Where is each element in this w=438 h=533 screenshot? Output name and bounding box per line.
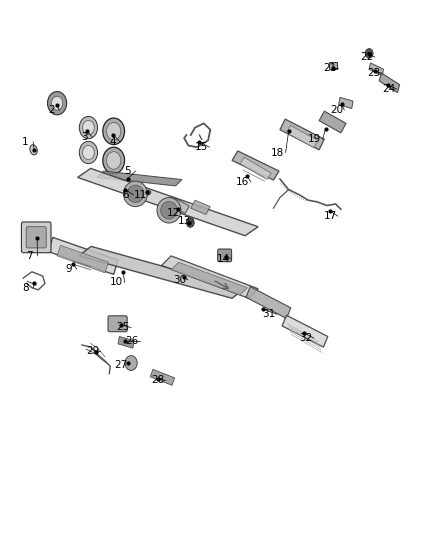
- Circle shape: [125, 356, 137, 370]
- Polygon shape: [286, 125, 318, 148]
- Text: 1: 1: [22, 137, 28, 147]
- Bar: [328, 62, 336, 69]
- Ellipse shape: [124, 181, 148, 207]
- FancyBboxPatch shape: [21, 222, 51, 253]
- Ellipse shape: [157, 198, 181, 223]
- Polygon shape: [339, 98, 353, 109]
- Text: 31: 31: [262, 309, 276, 319]
- Text: 3: 3: [81, 132, 88, 142]
- Polygon shape: [57, 245, 109, 273]
- Text: 12: 12: [167, 208, 180, 219]
- Ellipse shape: [161, 201, 177, 219]
- Circle shape: [47, 92, 67, 115]
- Text: 7: 7: [26, 251, 33, 261]
- Polygon shape: [232, 151, 279, 180]
- Text: 16: 16: [237, 176, 250, 187]
- Text: 28: 28: [152, 375, 165, 385]
- Text: 22: 22: [360, 52, 374, 62]
- Ellipse shape: [82, 146, 94, 160]
- Text: 5: 5: [124, 166, 131, 176]
- Polygon shape: [168, 197, 189, 214]
- Text: 14: 14: [217, 254, 230, 263]
- Polygon shape: [280, 119, 324, 150]
- Text: 8: 8: [22, 282, 28, 293]
- FancyBboxPatch shape: [26, 227, 46, 248]
- Text: 32: 32: [300, 333, 313, 343]
- Polygon shape: [191, 200, 210, 215]
- Polygon shape: [118, 336, 134, 348]
- Text: 9: 9: [66, 264, 72, 274]
- Polygon shape: [319, 111, 346, 133]
- Polygon shape: [150, 369, 175, 385]
- Text: 17: 17: [323, 211, 337, 221]
- Ellipse shape: [79, 116, 98, 139]
- Polygon shape: [282, 316, 328, 347]
- Polygon shape: [97, 171, 182, 186]
- Text: 29: 29: [86, 346, 99, 357]
- Polygon shape: [240, 157, 271, 180]
- Text: 20: 20: [330, 105, 343, 115]
- Text: 15: 15: [195, 142, 208, 152]
- Text: 25: 25: [117, 322, 130, 333]
- Polygon shape: [369, 63, 384, 76]
- Ellipse shape: [103, 147, 124, 174]
- Text: 26: 26: [125, 336, 138, 346]
- Text: 18: 18: [271, 148, 284, 158]
- Text: 2: 2: [48, 105, 55, 115]
- Text: 10: 10: [110, 277, 123, 287]
- Polygon shape: [79, 246, 244, 298]
- Text: 13: 13: [177, 216, 191, 227]
- Ellipse shape: [127, 185, 144, 203]
- Ellipse shape: [103, 118, 124, 144]
- Text: 24: 24: [382, 84, 396, 94]
- Ellipse shape: [106, 123, 121, 140]
- Circle shape: [186, 217, 194, 227]
- Text: 21: 21: [323, 63, 337, 72]
- Ellipse shape: [82, 120, 94, 135]
- Circle shape: [51, 96, 63, 110]
- Ellipse shape: [106, 152, 121, 169]
- Polygon shape: [48, 237, 118, 274]
- Text: 6: 6: [122, 190, 129, 200]
- Text: 19: 19: [308, 134, 321, 144]
- Polygon shape: [246, 287, 291, 318]
- Polygon shape: [171, 262, 247, 295]
- Text: 23: 23: [367, 68, 380, 78]
- FancyBboxPatch shape: [108, 316, 127, 332]
- Polygon shape: [78, 168, 258, 236]
- Text: 27: 27: [114, 360, 128, 369]
- FancyBboxPatch shape: [218, 249, 232, 262]
- Ellipse shape: [79, 141, 98, 164]
- Polygon shape: [162, 256, 258, 298]
- Polygon shape: [379, 73, 399, 93]
- Text: 4: 4: [109, 137, 116, 147]
- Text: 30: 30: [173, 274, 187, 285]
- Ellipse shape: [30, 145, 37, 155]
- Text: 11: 11: [134, 190, 147, 200]
- Circle shape: [365, 49, 373, 58]
